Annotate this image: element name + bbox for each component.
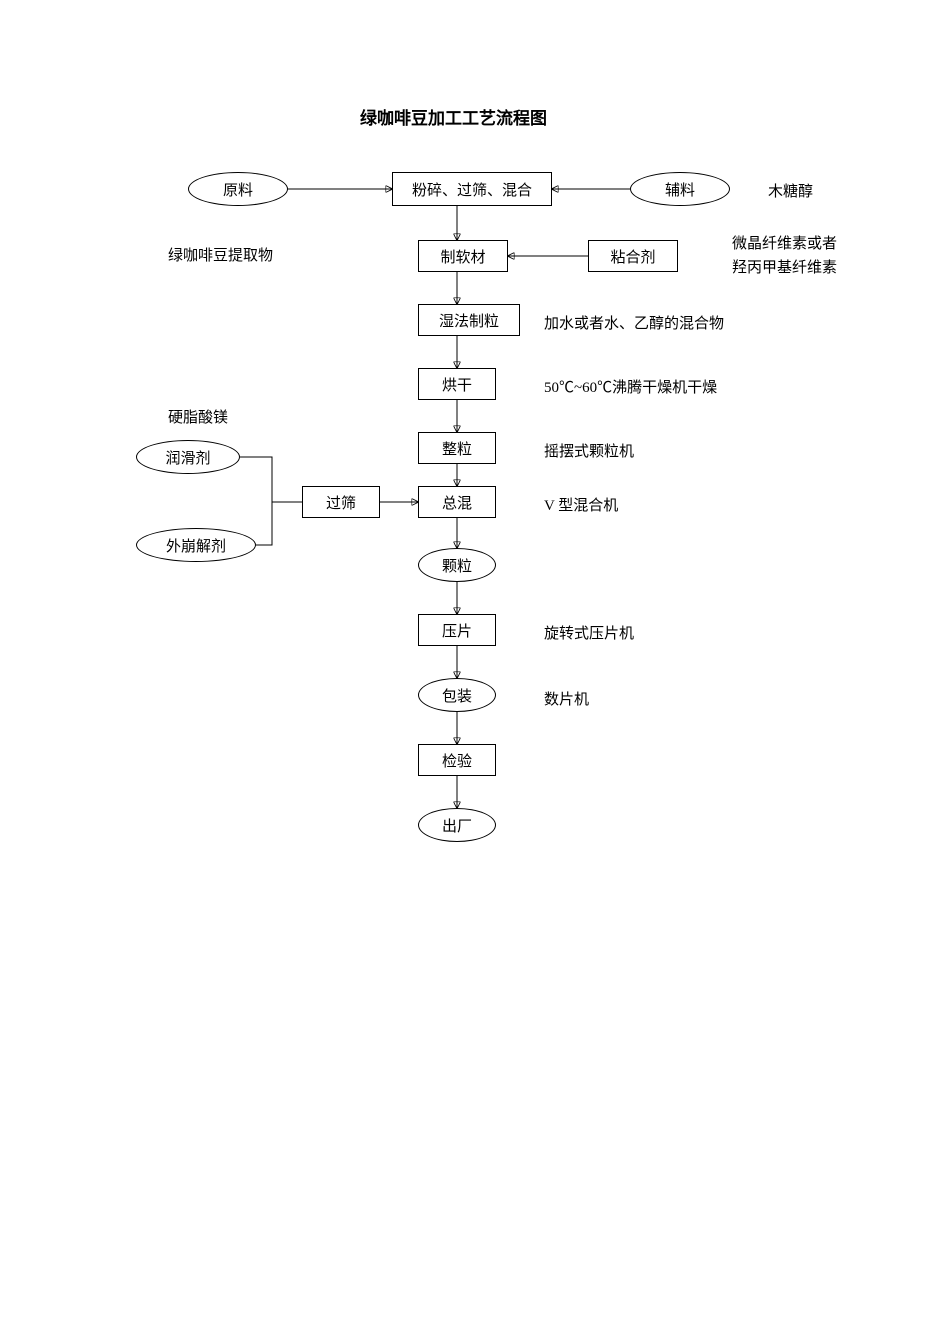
node-lubricant-label: 润滑剂 <box>165 447 210 468</box>
diagram-title: 绿咖啡豆加工工艺流程图 <box>360 104 547 129</box>
node-wetgran: 湿法制粒 <box>418 304 520 336</box>
node-binder-label: 粘合剂 <box>610 246 655 267</box>
node-disint: 外崩解剂 <box>136 528 256 562</box>
anno-cellul1: 微晶纤维素或者 <box>732 232 837 253</box>
anno-water: 加水或者水、乙醇的混合物 <box>544 312 724 333</box>
node-inspect: 检验 <box>418 744 496 776</box>
anno-counter: 数片机 <box>544 688 589 709</box>
node-sieve-label: 过筛 <box>326 492 356 513</box>
node-crush: 粉碎、过筛、混合 <box>392 172 552 206</box>
node-inspect-label: 检验 <box>442 750 472 771</box>
node-crush-label: 粉碎、过筛、混合 <box>412 179 532 200</box>
node-softmat-label: 制软材 <box>440 246 485 267</box>
node-granule-label: 颗粒 <box>442 555 472 576</box>
node-softmat: 制软材 <box>418 240 508 272</box>
node-granule: 颗粒 <box>418 548 496 582</box>
node-pack: 包装 <box>418 678 496 712</box>
node-sizing: 整粒 <box>418 432 496 464</box>
anno-gran: 摇摆式颗粒机 <box>544 440 634 461</box>
node-blend-label: 总混 <box>442 492 472 513</box>
node-binder: 粘合剂 <box>588 240 678 272</box>
node-raw: 原料 <box>188 172 288 206</box>
node-raw-label: 原料 <box>223 179 253 200</box>
anno-extract: 绿咖啡豆提取物 <box>168 244 273 265</box>
node-sizing-label: 整粒 <box>442 438 472 459</box>
node-aux-label: 辅料 <box>665 179 695 200</box>
anno-cellul2: 羟丙甲基纤维素 <box>732 256 837 277</box>
node-lubricant: 润滑剂 <box>136 440 240 474</box>
node-pack-label: 包装 <box>442 685 472 706</box>
anno-rotary: 旋转式压片机 <box>544 622 634 643</box>
anno-vmix: V 型混合机 <box>544 494 618 515</box>
node-disint-label: 外崩解剂 <box>166 535 226 556</box>
node-blend: 总混 <box>418 486 496 518</box>
node-wetgran-label: 湿法制粒 <box>439 310 499 331</box>
anno-xylitol: 木糖醇 <box>768 180 813 201</box>
node-sieve: 过筛 <box>302 486 380 518</box>
node-press-label: 压片 <box>442 620 472 641</box>
node-dry-label: 烘干 <box>442 374 472 395</box>
node-press: 压片 <box>418 614 496 646</box>
anno-drytemp: 50℃~60℃沸腾干燥机干燥 <box>544 376 717 397</box>
node-dry: 烘干 <box>418 368 496 400</box>
node-ship: 出厂 <box>418 808 496 842</box>
node-ship-label: 出厂 <box>442 815 472 836</box>
node-aux: 辅料 <box>630 172 730 206</box>
anno-mgst: 硬脂酸镁 <box>168 406 228 427</box>
